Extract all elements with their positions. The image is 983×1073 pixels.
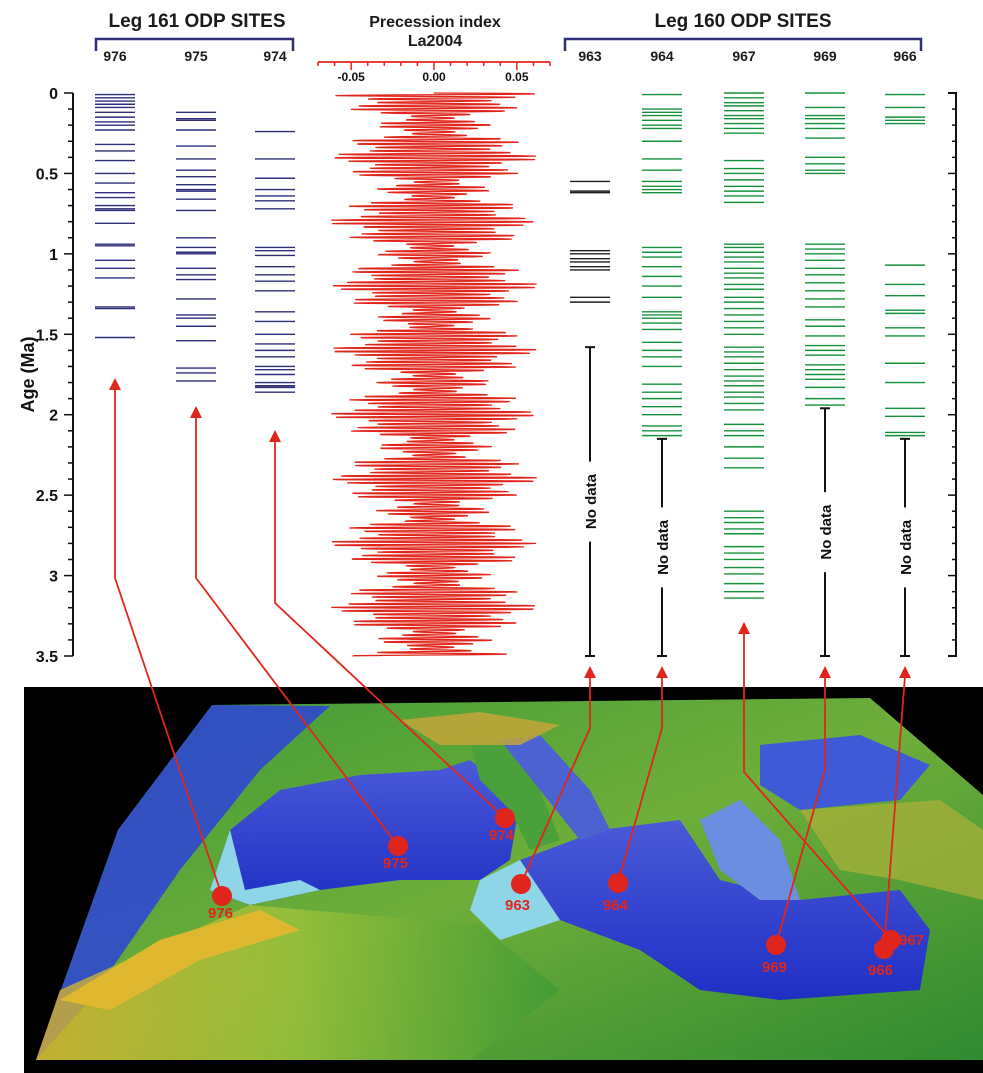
arrowhead-976: [109, 378, 121, 390]
leg160-title: Leg 160 ODP SITES: [654, 11, 831, 32]
y-tick-label: 2: [49, 408, 58, 425]
arrowhead-975: [190, 406, 202, 418]
y-tick-label: 0: [49, 86, 58, 103]
site-marker-976: [212, 886, 232, 906]
precession-tick-label: 0.00: [422, 70, 446, 84]
site-header-963: 963: [578, 48, 602, 64]
no-data-label: No data: [655, 519, 672, 575]
site-header-969: 969: [813, 48, 837, 64]
no-data-label: No data: [583, 473, 600, 529]
precession-curve: [331, 93, 536, 656]
y-tick-label: 3: [49, 569, 58, 586]
site-header-967: 967: [732, 48, 756, 64]
site-marker-label-976: 976: [208, 905, 233, 922]
leg161-title: Leg 161 ODP SITES: [108, 11, 285, 32]
y-tick-label: 1.5: [36, 327, 58, 344]
site-marker-label-969: 969: [762, 959, 787, 976]
site-marker-label-974: 974: [489, 827, 515, 844]
site-marker-label-966: 966: [868, 962, 893, 979]
arrowhead-967: [738, 622, 750, 634]
site-marker-963: [511, 874, 531, 894]
site-header-974: 974: [263, 48, 287, 64]
chart-layer: 0 0.5 1 1.5 2 2.5 3 3.5 Age (Ma) 976 975 974 963 No d…: [18, 48, 956, 666]
site-marker-label-964: 964: [603, 897, 629, 914]
y-axis-right: [948, 93, 956, 656]
arrowhead-963: [584, 666, 596, 678]
precession-tick-label: 0.05: [505, 70, 529, 84]
site-marker-974: [495, 808, 515, 828]
site-marker-967: [881, 930, 901, 950]
y-tick-label: 3.5: [36, 649, 58, 666]
leg160-columns: 963 No data 964 No data 967 969 No data 966 No d…: [570, 48, 925, 656]
y-axis-label: Age (Ma): [18, 336, 38, 412]
site-marker-label-963: 963: [505, 897, 530, 914]
site-header-964: 964: [650, 48, 674, 64]
precession-title-line1: Precession index: [369, 14, 501, 31]
site-header-966: 966: [893, 48, 917, 64]
arrowhead-974: [269, 430, 281, 442]
arrowhead-966: [899, 666, 911, 678]
precession-title-line2: La2004: [408, 33, 462, 50]
y-axis: 0 0.5 1 1.5 2 2.5 3 3.5 Age (Ma): [18, 86, 73, 666]
site-marker-975: [388, 836, 408, 856]
site-marker-label-975: 975: [383, 855, 408, 872]
site-header-975: 975: [184, 48, 208, 64]
y-tick-label: 1: [49, 247, 58, 264]
site-marker-label-967: 967: [899, 932, 924, 949]
leg161-columns: 976 975 974: [95, 48, 295, 392]
precession-tick-label: -0.05: [337, 70, 365, 84]
y-tick-label: 0.5: [36, 166, 58, 183]
y-axis-right-line: [948, 93, 956, 656]
arrowhead-964: [656, 666, 668, 678]
site-header-976: 976: [103, 48, 127, 64]
no-data-label: No data: [818, 504, 835, 560]
precession-x-axis: -0.05 0.00 0.05: [318, 62, 550, 84]
y-tick-label: 2.5: [36, 488, 58, 505]
arrowhead-969: [819, 666, 831, 678]
site-marker-964: [608, 873, 628, 893]
no-data-label: No data: [898, 519, 915, 575]
site-marker-969: [766, 935, 786, 955]
